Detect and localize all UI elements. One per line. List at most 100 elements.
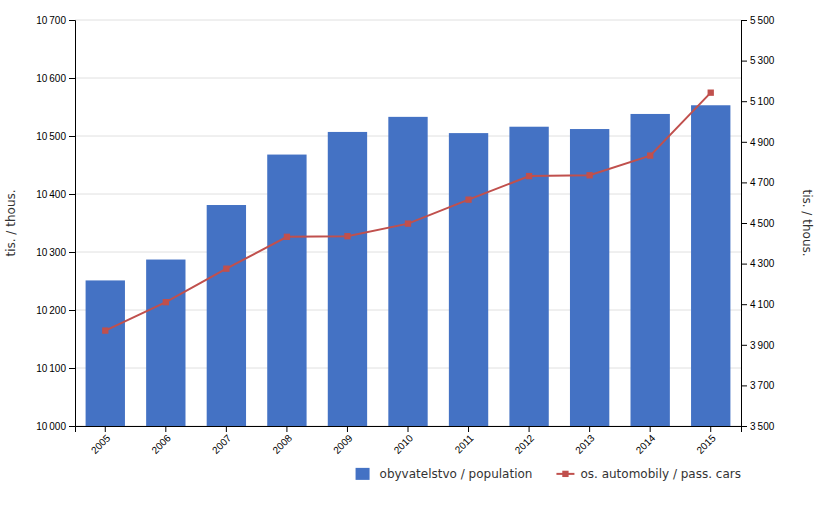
tick: 2015 — [694, 426, 718, 456]
tick-mark — [741, 304, 747, 305]
marker — [344, 233, 350, 239]
tick-label: 2006 — [149, 432, 173, 456]
tick-mark — [741, 61, 747, 62]
tick-label: 2013 — [573, 432, 597, 456]
tick-mark — [69, 194, 75, 195]
legend-marker — [562, 471, 568, 477]
grid-line — [75, 78, 741, 79]
marker — [647, 152, 653, 158]
grid-line — [75, 20, 741, 21]
line — [105, 93, 710, 331]
tick-label: 10 000 — [36, 421, 66, 432]
series-0 — [86, 105, 731, 426]
marker — [708, 90, 714, 96]
tick-mark — [69, 20, 75, 21]
tick: 4 900 — [741, 137, 775, 148]
legend-item: os. automobily / pass. cars — [556, 467, 741, 481]
tick-mark — [741, 385, 747, 386]
tick: 4 300 — [741, 258, 775, 269]
tick-label: 10 600 — [36, 73, 66, 84]
tick-label: 2012 — [513, 432, 537, 456]
bar — [328, 132, 367, 426]
bar — [207, 205, 246, 426]
tick: 2009 — [331, 426, 355, 456]
tick-mark — [69, 252, 75, 253]
tick-mark — [741, 142, 747, 143]
tick: 4 500 — [741, 218, 775, 229]
marker — [223, 266, 229, 272]
bar — [449, 133, 488, 426]
tick-mark — [69, 368, 75, 369]
tick-label: 3 900 — [750, 340, 775, 351]
tick: 5 100 — [741, 96, 775, 107]
tick-mark — [650, 426, 651, 432]
tick-mark — [741, 345, 747, 346]
legend-label: os. automobily / pass. cars — [580, 467, 741, 481]
tick-label: 5 500 — [750, 15, 775, 26]
legend: obyvatelstvo / population os. automobily … — [356, 467, 741, 481]
tick-label: 10 300 — [36, 247, 66, 258]
series-1 — [102, 90, 714, 334]
tick-label: 10 400 — [36, 189, 66, 200]
tick-label: 2014 — [634, 432, 658, 456]
tick: 3 700 — [741, 380, 775, 391]
tick: 2007 — [210, 426, 234, 456]
tick-mark — [69, 426, 75, 427]
tick-mark — [741, 264, 747, 265]
tick-label: 10 700 — [36, 15, 66, 26]
tick-label: 4 100 — [750, 299, 775, 310]
tick-mark — [710, 426, 711, 432]
x-axis: 2005 2006 2007 2008 2009 2010 2011 2012 2013 2014… — [76, 426, 742, 456]
tick-mark — [347, 426, 348, 432]
tick: 4 700 — [741, 177, 775, 188]
tick-label: 4 900 — [750, 137, 775, 148]
marks — [86, 90, 731, 426]
bar — [146, 260, 185, 426]
tick: 10 400 — [36, 189, 75, 200]
tick: 10 300 — [36, 247, 75, 258]
tick: 10 000 — [36, 421, 75, 432]
chart: 2005 2006 2007 2008 2009 2010 2011 2012 2013 2014… — [0, 0, 816, 516]
tick-label: 10 100 — [36, 363, 66, 374]
tick-label: 4 300 — [750, 258, 775, 269]
bar — [691, 105, 730, 426]
y-axis: 10 00010 10010 20010 30010 40010 50010 6… — [36, 15, 75, 432]
marker — [526, 173, 532, 179]
tick-label: 5 300 — [750, 55, 775, 66]
tick: 4 100 — [741, 299, 775, 310]
tick-mark — [69, 78, 75, 79]
tick-mark — [408, 426, 409, 432]
tick-label: 5 100 — [750, 96, 775, 107]
legend-swatch — [356, 468, 370, 480]
tick-mark — [165, 426, 166, 432]
tick: 5 300 — [741, 55, 775, 66]
y2-axis: 3 500 3 700 3 900 4 100 4 300 4 500 4 700 4 900… — [741, 15, 775, 432]
tick: 5 500 — [741, 15, 775, 26]
tick-mark — [741, 426, 747, 427]
tick: 2005 — [89, 426, 113, 456]
tick-mark — [69, 136, 75, 137]
tick: 2013 — [573, 426, 597, 456]
bar — [388, 117, 427, 426]
legend-label: obyvatelstvo / population — [380, 467, 533, 481]
tick-mark — [741, 223, 747, 224]
tick: 2008 — [270, 426, 294, 456]
tick-label: 3 500 — [750, 421, 775, 432]
tick: 3 900 — [741, 340, 775, 351]
marker — [284, 234, 290, 240]
tick-label: 2011 — [453, 432, 476, 455]
plot: 2005 2006 2007 2008 2009 2010 2011 2012 2013 2014… — [4, 15, 814, 516]
tick-label: 10 500 — [36, 131, 66, 142]
tick-mark — [589, 426, 590, 432]
tick-label: 2015 — [694, 432, 718, 456]
tick: 10 100 — [36, 363, 75, 374]
legend-item: obyvatelstvo / population — [356, 467, 533, 481]
tick-label: 2009 — [331, 432, 355, 456]
tick-mark — [741, 20, 747, 21]
axis-line — [76, 427, 742, 433]
tick: 2011 — [453, 426, 476, 455]
tick-mark — [529, 426, 530, 432]
tick: 2010 — [392, 426, 416, 456]
y-axis-title: tis. / thous. — [4, 189, 18, 256]
tick-label: 2005 — [89, 432, 113, 456]
